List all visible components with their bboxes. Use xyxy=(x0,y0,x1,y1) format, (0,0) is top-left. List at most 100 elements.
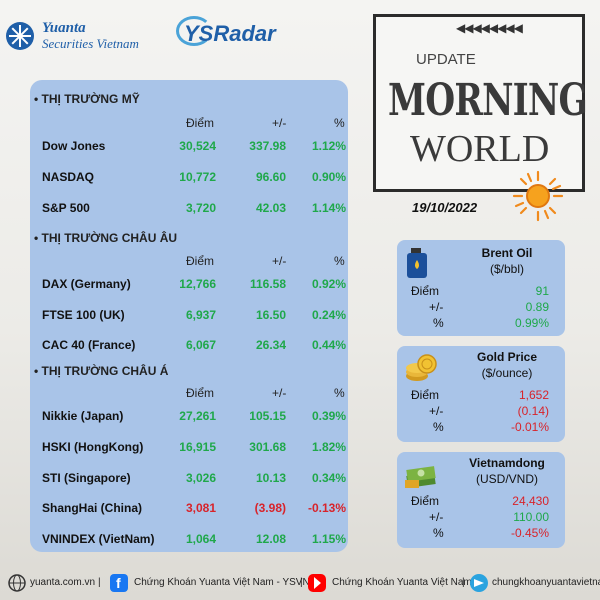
row-points: 1,064 xyxy=(185,532,216,546)
row-change: 16.50 xyxy=(255,308,286,322)
gold-label-pct: % xyxy=(433,420,444,434)
brent-oil-label-change: +/- xyxy=(429,300,444,314)
footer-separator: | xyxy=(300,577,303,588)
gold-coins-icon xyxy=(406,354,437,381)
footer-youtube-link[interactable]: Chứng Khoán Yuanta Việt Nam xyxy=(332,577,472,588)
row-change: 337.98 xyxy=(249,139,286,153)
oil-can-icon xyxy=(407,248,427,278)
row-pct: 0.34% xyxy=(311,471,346,485)
vnd-label-pct: % xyxy=(433,526,444,540)
row-pct: 1.15% xyxy=(311,532,346,546)
globe-icon xyxy=(8,574,26,592)
row-change: 105.15 xyxy=(249,409,286,423)
row-change: 10.13 xyxy=(255,471,286,485)
row-points: 6,937 xyxy=(185,308,216,322)
footer-facebook-link[interactable]: Chứng Khoán Yuanta Việt Nam - YSVN xyxy=(134,577,310,588)
yuanta-logo: Yuanta Securities Vietnam xyxy=(6,20,186,60)
row-name: ShangHai (China) xyxy=(42,501,143,515)
col-head-pct: % xyxy=(334,116,345,130)
row-name: CAC 40 (France) xyxy=(42,338,136,352)
brent-oil-label-points: Điểm xyxy=(411,284,440,298)
telegram-icon xyxy=(470,574,488,592)
yuanta-logo-line2: Securities Vietnam xyxy=(42,36,139,51)
morning-world-banner: ◀◀◀◀◀◀◀◀ UPDATE MORNING WORLD xyxy=(373,14,588,192)
vnd-change: 110.00 xyxy=(513,510,549,524)
banner-world: WORLD xyxy=(410,128,550,170)
brent-oil-change: 0.89 xyxy=(525,300,549,314)
col-head-change: +/- xyxy=(272,116,287,130)
vnd-label-change: +/- xyxy=(429,510,444,524)
col-head-points: Điểm xyxy=(186,254,215,268)
money-stack-icon xyxy=(405,466,436,488)
facebook-icon: f xyxy=(110,574,128,592)
footer-separator: | xyxy=(462,577,465,588)
brent-oil-unit: ($/bbl) xyxy=(489,262,524,276)
row-name: Dow Jones xyxy=(42,139,106,153)
row-points: 3,081 xyxy=(185,501,216,515)
col-head-points: Điểm xyxy=(186,116,215,130)
footer-separator: | xyxy=(98,577,101,588)
row-points: 3,720 xyxy=(185,201,216,215)
brent-oil-pct: 0.99% xyxy=(514,316,549,330)
gold-change: (0.14) xyxy=(517,404,549,418)
ysradar-logo: YSRadar xyxy=(176,16,306,50)
footer: yuanta.com.vn | f Chứng Khoán Yuanta Việ… xyxy=(0,570,600,600)
vietnamdong-card: Vietnamdong (USD/VND) Điểm +/- % 24,430 … xyxy=(397,452,565,548)
row-pct: -0.13% xyxy=(307,501,346,515)
gold-label-points: Điểm xyxy=(411,388,440,402)
row-pct: 0.92% xyxy=(311,277,346,291)
vnd-label-points: Điểm xyxy=(411,494,440,508)
row-points: 6,067 xyxy=(185,338,216,352)
row-name: FTSE 100 (UK) xyxy=(42,308,125,322)
ysradar-logo-text: YSRadar xyxy=(184,21,276,46)
col-head-change: +/- xyxy=(272,386,287,400)
vnd-pct: -0.45% xyxy=(510,526,549,540)
report-date: 19/10/2022 xyxy=(412,200,478,215)
row-name: NASDAQ xyxy=(42,170,95,184)
row-points: 27,261 xyxy=(179,409,216,423)
row-points: 3,026 xyxy=(185,471,216,485)
col-head-change: +/- xyxy=(272,254,287,268)
row-change: 116.58 xyxy=(249,277,286,291)
gold-price-card: Gold Price ($/ounce) Điểm +/- % 1,652 (0… xyxy=(397,346,565,442)
row-pct: 1.82% xyxy=(311,440,346,454)
row-name: HSKI (HongKong) xyxy=(42,440,144,454)
row-pct: 0.90% xyxy=(311,170,346,184)
row-name: Nikkie (Japan) xyxy=(42,409,124,423)
row-change: 26.34 xyxy=(255,338,286,352)
sun-icon xyxy=(512,170,564,222)
ysradar-ring-icon xyxy=(176,16,212,46)
footer-website-link[interactable]: yuanta.com.vn xyxy=(30,577,96,588)
row-pct: 0.44% xyxy=(311,338,346,352)
footer-telegram-link[interactable]: chungkhoanyuantavietnam xyxy=(492,577,600,588)
gold-price-title: Gold Price xyxy=(476,350,538,364)
vietnamdong-unit: (USD/VND) xyxy=(476,472,538,486)
vnd-points: 24,430 xyxy=(512,494,549,508)
row-change: (3.98) xyxy=(254,501,286,515)
section-title-asia: • THỊ TRƯỜNG CHÂU Á xyxy=(34,364,169,378)
row-name: VNINDEX (VietNam) xyxy=(42,532,155,546)
arrows-decoration-icon: ◀◀◀◀◀◀◀◀ xyxy=(456,21,523,35)
row-points: 10,772 xyxy=(179,170,216,184)
section-title-us: • THỊ TRƯỜNG MỸ xyxy=(34,92,140,106)
youtube-icon xyxy=(308,574,326,592)
brent-oil-points: 91 xyxy=(535,284,549,298)
row-points: 12,766 xyxy=(179,277,216,291)
gold-pct: -0.01% xyxy=(510,420,549,434)
brent-oil-label-pct: % xyxy=(433,316,444,330)
col-head-points: Điểm xyxy=(186,386,215,400)
banner-morning: MORNING xyxy=(388,75,588,126)
markets-panel xyxy=(30,80,348,552)
row-pct: 0.24% xyxy=(311,308,346,322)
gold-price-unit: ($/ounce) xyxy=(481,366,533,380)
row-points: 16,915 xyxy=(179,440,216,454)
row-change: 12.08 xyxy=(255,532,286,546)
vietnamdong-title: Vietnamdong xyxy=(469,456,545,470)
col-head-pct: % xyxy=(334,386,345,400)
brent-oil-card: Brent Oil ($/bbl) Điểm +/- % 91 0.89 0.9… xyxy=(397,240,565,336)
gold-points: 1,652 xyxy=(518,388,549,402)
yuanta-logo-line1: Yuanta xyxy=(42,20,86,36)
row-points: 30,524 xyxy=(179,139,216,153)
row-change: 301.68 xyxy=(249,440,286,454)
section-title-europe: • THỊ TRƯỜNG CHÂU ÂU xyxy=(34,231,178,245)
